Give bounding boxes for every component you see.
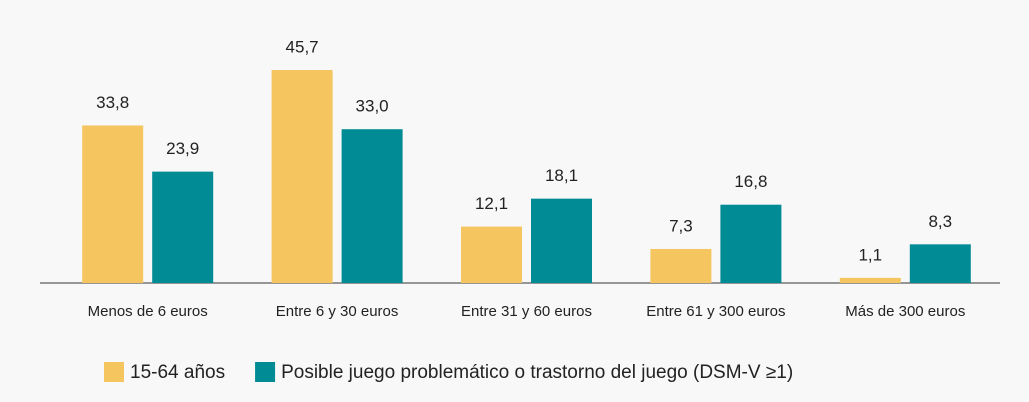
legend-swatch xyxy=(255,362,276,382)
value-label: 8,3 xyxy=(928,212,952,231)
x-tick-label: Entre 61 y 300 euros xyxy=(646,303,785,320)
value-label: 12,1 xyxy=(475,194,508,213)
value-label: 45,7 xyxy=(286,38,319,57)
bar xyxy=(839,277,901,283)
legend-swatch xyxy=(104,362,124,382)
legend-label: 15-64 años xyxy=(130,362,225,383)
bar xyxy=(650,248,712,283)
value-label: 18,1 xyxy=(545,166,578,185)
x-tick-label: Entre 6 y 30 euros xyxy=(276,303,399,320)
x-tick-label: Más de 300 euros xyxy=(845,303,965,320)
x-tick-label: Menos de 6 euros xyxy=(88,303,208,320)
value-label: 23,9 xyxy=(166,139,199,158)
bar xyxy=(341,129,403,283)
value-label: 16,8 xyxy=(734,172,767,191)
value-label: 1,1 xyxy=(858,245,882,264)
bar xyxy=(271,70,333,284)
value-label: 33,0 xyxy=(356,97,389,116)
legend-label: Posible juego problemático o trastorno d… xyxy=(281,362,793,383)
x-tick-label: Entre 31 y 60 euros xyxy=(461,303,592,320)
bar xyxy=(461,226,522,283)
bar xyxy=(720,204,782,283)
bar xyxy=(909,244,971,283)
value-label: 33,8 xyxy=(96,93,129,112)
bar xyxy=(531,198,592,283)
bar xyxy=(152,171,214,283)
bar xyxy=(82,125,144,283)
value-label: 7,3 xyxy=(669,216,693,235)
